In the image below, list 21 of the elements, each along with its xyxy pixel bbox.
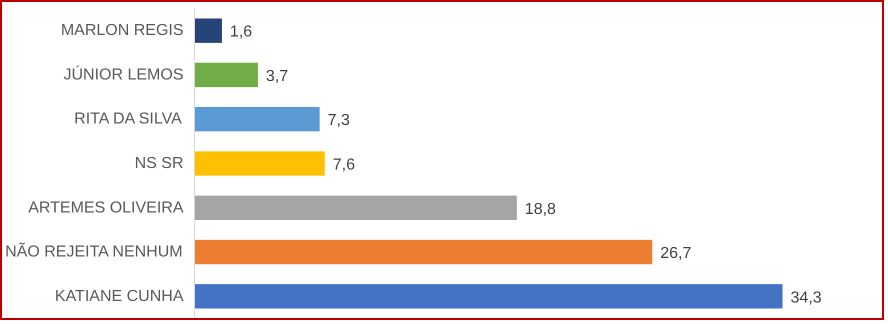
y-tick-label: JÚNIOR LEMOS [63, 65, 184, 84]
data-label: 26,7 [660, 245, 692, 262]
y-tick-label: ARTEMES OLIVEIRA [28, 199, 184, 216]
bar [194, 284, 783, 309]
data-label: 1,6 [230, 24, 252, 41]
bar [194, 107, 320, 132]
data-label: 18,8 [524, 200, 556, 218]
y-tick-label: MARLON REGIS [60, 22, 184, 40]
y-tick-label: NÃO REJEITA NENHUM [5, 242, 183, 261]
data-label: 3,7 [266, 68, 288, 85]
bar [194, 18, 222, 43]
bar [194, 240, 652, 264]
bar [194, 151, 325, 176]
y-tick-label: NS SR [134, 155, 184, 172]
y-tick-label: KATIANE CUNHA [54, 288, 184, 305]
bar [194, 62, 258, 88]
y-tick-label: RITA DA SILVA [74, 110, 182, 128]
data-label: 7,6 [332, 156, 356, 174]
data-label: 34,3 [790, 289, 822, 306]
data-label: 7,3 [328, 112, 350, 130]
bar [194, 196, 517, 220]
